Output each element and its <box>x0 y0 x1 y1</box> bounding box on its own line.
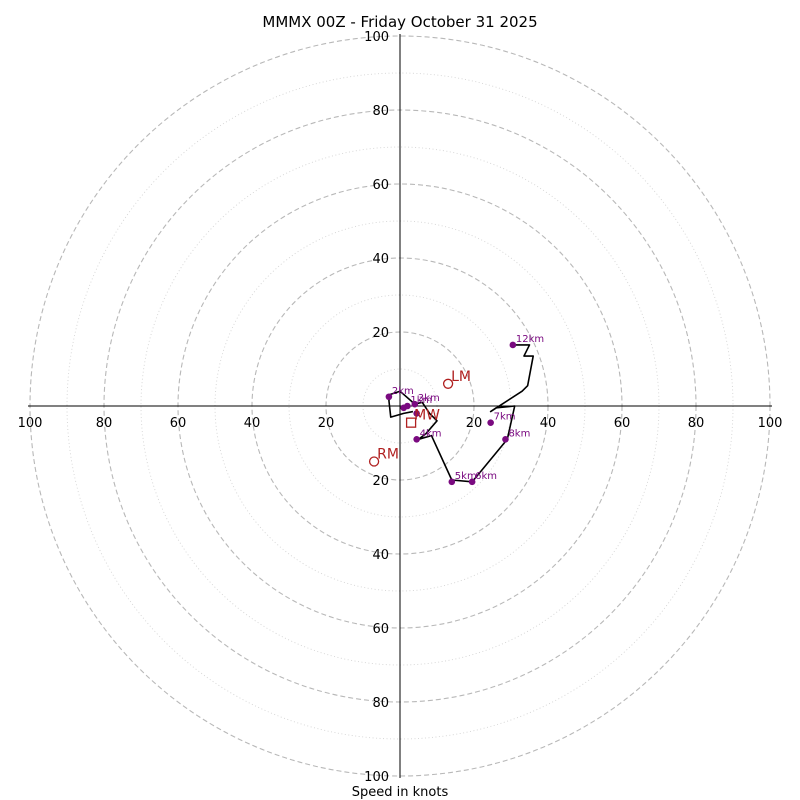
height-point-label: 8km <box>508 428 530 439</box>
mean-wind-marker <box>405 417 417 428</box>
height-point-label: 4km <box>420 428 442 439</box>
tick-label: 20 <box>372 474 389 489</box>
chart-title: MMMX 00Z - Friday October 31 2025 <box>262 13 537 31</box>
tick-label: 100 <box>18 416 43 431</box>
height-point <box>487 419 494 426</box>
tick-label: 20 <box>372 326 389 341</box>
storm-motion-label: MW <box>414 408 440 424</box>
height-point <box>509 341 517 349</box>
height-point-label: 12km <box>516 334 544 345</box>
tick-label: 40 <box>540 416 557 431</box>
tick-label: 100 <box>758 416 783 431</box>
height-point <box>413 436 420 443</box>
height-point-label: 7km <box>494 412 516 423</box>
height-point <box>468 478 476 486</box>
tick-label: 40 <box>244 416 261 431</box>
height-point-label: 1km <box>410 395 432 406</box>
tick-label: 80 <box>372 104 389 119</box>
height-point <box>411 400 419 408</box>
storm-motion-marker <box>442 378 454 389</box>
tick-label: 100 <box>364 30 389 45</box>
tick-label: 60 <box>170 416 187 431</box>
x-axis-label: Speed in knots <box>352 785 449 800</box>
tick-label: 60 <box>372 622 389 637</box>
storm-motion-label: LM <box>451 369 471 385</box>
height-point <box>413 410 420 417</box>
height-point-label: 3km <box>418 393 440 404</box>
height-point <box>385 393 393 401</box>
height-point <box>404 402 411 410</box>
height-point <box>502 436 509 443</box>
tick-label: 40 <box>372 548 389 563</box>
tick-label: 80 <box>372 696 389 711</box>
tick-labels: 100 80 60 40 20 20 40 60 80 100 20 40 60 80 100 20 40 60 8… <box>18 30 783 785</box>
tick-label: 80 <box>96 416 113 431</box>
height-point-label: 2km <box>392 386 414 397</box>
height-point-label: 5km <box>455 471 477 482</box>
height-point-label: 6km <box>475 471 497 482</box>
tick-label: 100 <box>364 770 389 785</box>
tick-label: 60 <box>372 178 389 193</box>
tick-label: 40 <box>372 252 389 267</box>
storm-motions: LM RM MW <box>368 369 471 467</box>
tick-label: 20 <box>466 416 483 431</box>
tick-label: 60 <box>614 416 631 431</box>
tick-label: 80 <box>688 416 705 431</box>
height-point <box>448 478 456 486</box>
storm-motion-label: RM <box>377 447 399 463</box>
storm-motion-marker <box>368 456 380 467</box>
tick-label: 20 <box>318 416 335 431</box>
